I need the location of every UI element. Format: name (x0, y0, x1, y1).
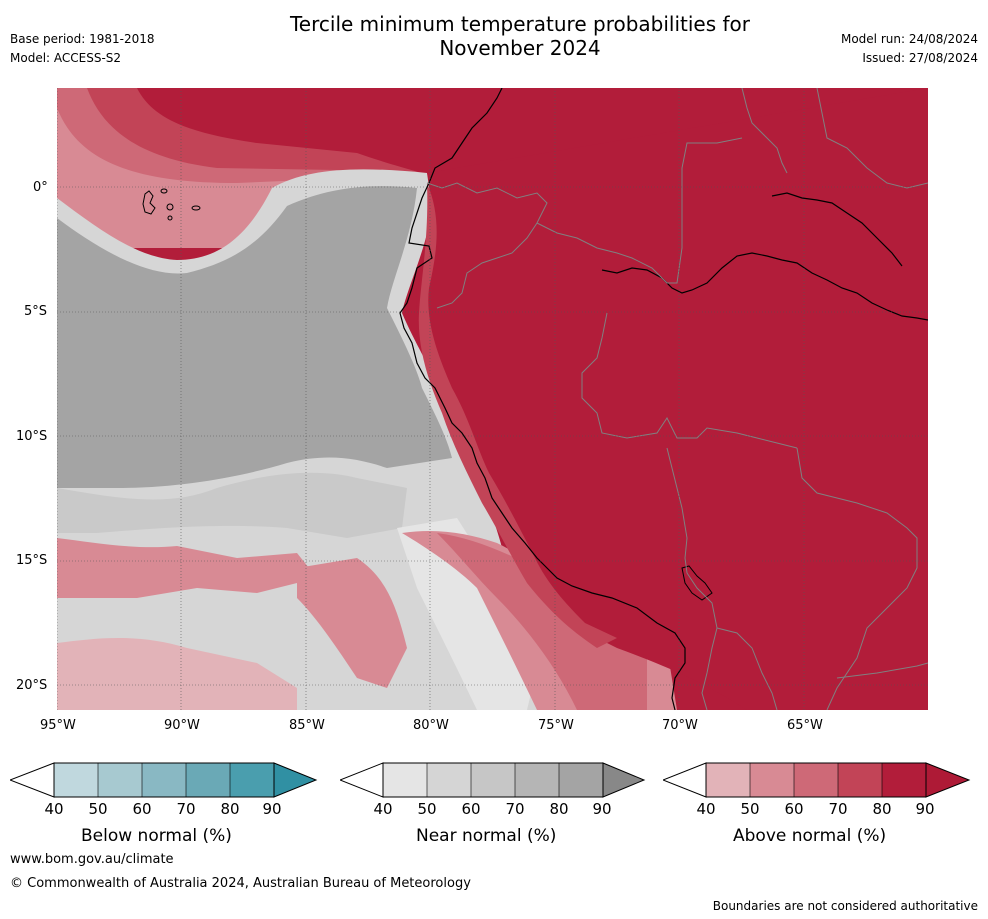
near-tick-60: 60 (461, 800, 481, 818)
near-colorbar-high-arrow (602, 762, 646, 798)
peru-bolivia-border (666, 447, 718, 710)
negro-river (771, 192, 903, 267)
above-colorbar-swatch-50 (750, 763, 794, 797)
coastline (399, 88, 686, 710)
above-tick-50: 50 (740, 800, 760, 818)
above-normal-coast-70 (437, 533, 647, 710)
near-tick-90: 90 (592, 800, 612, 818)
above-colorbar-swatch-60 (794, 763, 838, 797)
lat-label-5s: 5°S (24, 304, 48, 319)
above-colorbar-low-arrow (663, 762, 707, 798)
above-colorbar-swatch-40 (706, 763, 750, 797)
probability-map (57, 88, 928, 710)
issued-text: Issued: 27/08/2024 (862, 51, 978, 65)
above-normal-south-patch-2 (57, 638, 297, 710)
above-tick-90: 90 (915, 800, 935, 818)
lat-label-10s: 10°S (16, 429, 48, 444)
copyright-text: © Commonwealth of Australia 2024, Austra… (10, 876, 471, 891)
near-normal-colorbar (340, 762, 646, 798)
lon-label-90w: 90°W (164, 718, 200, 733)
below-tick-40: 40 (44, 800, 64, 818)
galapagos-island-small-3 (166, 203, 174, 211)
above-normal-label: Above normal (%) (733, 826, 887, 846)
galapagos-island-small-1 (160, 188, 168, 194)
below-tick-90: 90 (262, 800, 282, 818)
above-normal-south-patch-3 (297, 558, 407, 688)
model-text: Model: ACCESS-S2 (10, 51, 122, 65)
disclaimer-text: Boundaries are not considered authoritat… (712, 899, 978, 913)
near-tick-70: 70 (505, 800, 525, 818)
near-tick-50: 50 (417, 800, 437, 818)
near-colorbar-swatch-80 (559, 763, 603, 797)
title-line-1: Tercile minimum temperature probabilitie… (289, 12, 751, 36)
below-colorbar-swatch-50 (98, 763, 142, 797)
above-colorbar-swatch-70 (838, 763, 882, 797)
near-normal-40-region (397, 518, 537, 710)
below-colorbar-swatch-70 (186, 763, 230, 797)
near-normal-label: Near normal (%) (416, 826, 557, 846)
above-tick-60: 60 (784, 800, 804, 818)
lon-label-80w: 80°W (413, 718, 449, 733)
below-colorbar-high-arrow (273, 762, 318, 798)
galapagos-island-small-4 (167, 215, 173, 221)
lat-label-15s: 15°S (16, 553, 48, 568)
near-colorbar-swatch-70 (515, 763, 559, 797)
colombia-border (536, 137, 743, 284)
above-colorbar-swatch-80 (882, 763, 926, 797)
above-tick-70: 70 (828, 800, 848, 818)
near-colorbar-swatch-50 (427, 763, 471, 797)
bolivia-paraguay-border (836, 662, 928, 679)
below-tick-50: 50 (88, 800, 108, 818)
base-period-text: Base period: 1981-2018 (10, 32, 155, 46)
galapagos-island-isabela (142, 190, 156, 215)
map-gridlines (57, 88, 928, 710)
near-normal-80-region (57, 186, 452, 488)
lon-label-85w: 85°W (289, 718, 325, 733)
above-normal-coast-80 (418, 183, 617, 648)
website-link[interactable]: www.bom.gov.au/climate (10, 852, 174, 867)
venezuela-border (741, 88, 788, 174)
lon-label-70w: 70°W (662, 718, 698, 733)
near-normal-60-region (57, 472, 407, 538)
lon-label-65w: 65°W (787, 718, 823, 733)
below-colorbar-low-arrow (10, 762, 55, 798)
bolivia-brazil-border (796, 447, 918, 710)
near-tick-80: 80 (549, 800, 569, 818)
page-title: Tercile minimum temperature probabilitie… (250, 12, 790, 60)
below-colorbar-swatch-40 (54, 763, 98, 797)
lon-label-95w: 95°W (40, 718, 76, 733)
near-colorbar-low-arrow (340, 762, 384, 798)
near-tick-40: 40 (373, 800, 393, 818)
chile-bolivia-border (716, 627, 778, 710)
below-normal-colorbar (10, 762, 318, 798)
below-tick-70: 70 (176, 800, 196, 818)
lat-label-0: 0° (33, 180, 48, 195)
below-normal-label: Below normal (%) (81, 826, 232, 846)
lat-label-20s: 20°S (16, 678, 48, 693)
above-tick-80: 80 (872, 800, 892, 818)
above-tick-40: 40 (696, 800, 716, 818)
above-normal-south-patch-1 (57, 538, 317, 598)
lake-titicaca (681, 565, 713, 601)
title-line-2: November 2024 (439, 36, 601, 60)
model-run-text: Model run: 24/08/2024 (840, 32, 978, 46)
below-colorbar-swatch-80 (230, 763, 274, 797)
below-tick-60: 60 (132, 800, 152, 818)
above-normal-colorbar (663, 762, 971, 798)
above-colorbar-high-arrow (925, 762, 971, 798)
galapagos-island-small-2 (191, 205, 201, 211)
near-colorbar-swatch-60 (471, 763, 515, 797)
below-colorbar-swatch-60 (142, 763, 186, 797)
near-colorbar-swatch-40 (383, 763, 427, 797)
above-normal-land-90 (416, 88, 928, 710)
lon-label-75w: 75°W (538, 718, 574, 733)
amazon-river (601, 252, 928, 321)
below-tick-80: 80 (220, 800, 240, 818)
peru-brazil-border (581, 312, 798, 449)
